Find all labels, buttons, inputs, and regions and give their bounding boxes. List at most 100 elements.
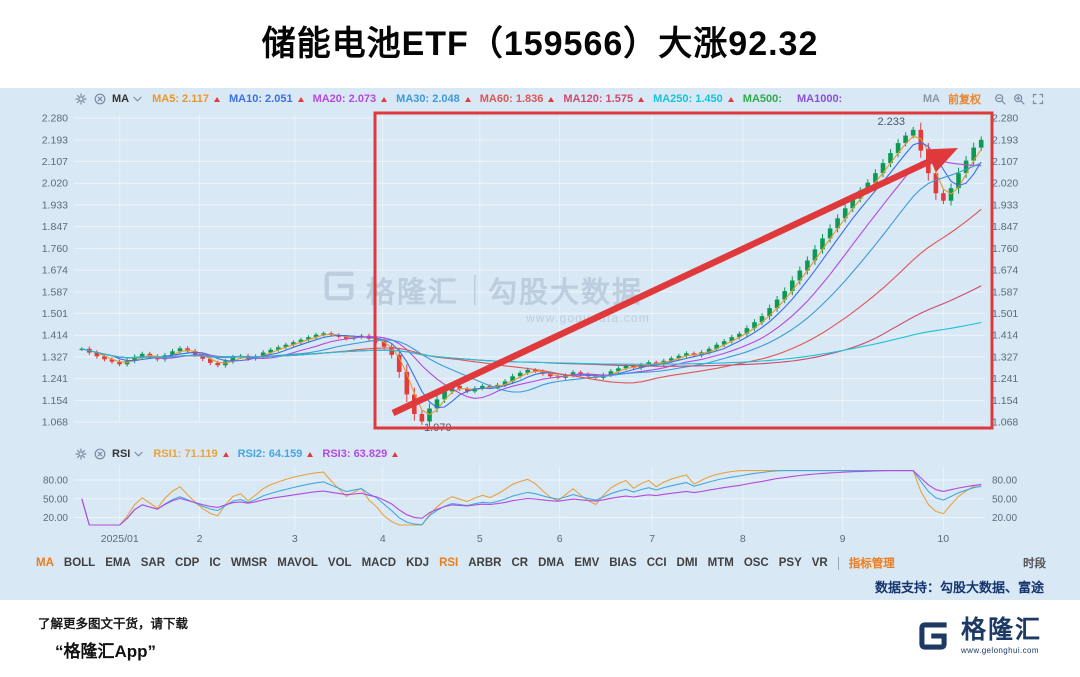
svg-text:1.327: 1.327: [992, 352, 1018, 364]
x-axis-label-4: 4: [379, 533, 386, 545]
tab-time-period[interactable]: 时段: [1023, 558, 1046, 570]
rsi-settings-icon[interactable]: [74, 447, 88, 461]
indicator-tab-DMI[interactable]: DMI: [676, 557, 698, 569]
svg-text:2.020: 2.020: [992, 178, 1018, 190]
indicator-tab-VR[interactable]: VR: [811, 557, 828, 569]
zoom-in-icon[interactable]: [1012, 92, 1026, 106]
rsi-indicator-dropdown[interactable]: RSI: [112, 448, 143, 460]
indicator-tab-BIAS[interactable]: BIAS: [609, 557, 637, 569]
settings-icon[interactable]: [74, 92, 88, 106]
svg-text:1.847: 1.847: [992, 221, 1018, 233]
indicator-tab-ARBR[interactable]: ARBR: [468, 557, 502, 569]
rsi-legend-rsi2: RSI2: 64.159: [237, 448, 303, 460]
svg-text:50.00: 50.00: [43, 494, 68, 505]
indicator-tab-PSY[interactable]: PSY: [778, 557, 802, 569]
gelonghui-logo: 格隆汇 www.gelonghui.com: [914, 617, 1042, 655]
x-axis-label-6: 6: [556, 533, 563, 545]
ma-legend-ma250: MA250: 1.450: [653, 93, 723, 105]
rsi-chart[interactable]: 80.00 80.00 50.00 50.00 20.00 20.00: [0, 464, 1080, 532]
svg-text:1.933: 1.933: [42, 200, 68, 212]
indicator-tab-WMSR[interactable]: WMSR: [230, 557, 268, 569]
indicator-tab-KDJ[interactable]: KDJ: [406, 557, 430, 569]
svg-text:1.154: 1.154: [42, 395, 68, 407]
indicator-tab-指标管理[interactable]: 指标管理: [848, 558, 895, 570]
indicator-tab-MAVOL[interactable]: MAVOL: [277, 557, 318, 569]
adjust-mode-button[interactable]: 前复权: [948, 94, 981, 106]
indicator-tab-IC[interactable]: IC: [209, 557, 221, 569]
svg-text:1.501: 1.501: [42, 308, 68, 320]
promo-text: 了解更多图文干货，请下载: [38, 617, 189, 631]
svg-text:1.933: 1.933: [992, 200, 1018, 212]
indicator-tab-MA[interactable]: MA: [36, 557, 54, 569]
indicator-tab-OSC[interactable]: OSC: [743, 557, 769, 569]
indicator-tab-CR[interactable]: CR: [511, 557, 529, 569]
svg-text:2.020: 2.020: [42, 178, 68, 190]
close-indicator-icon[interactable]: [93, 92, 107, 106]
indicator-tab-MACD[interactable]: MACD: [361, 557, 397, 569]
right-ma-label: MA: [922, 93, 940, 105]
x-axis-label-2025/01: 2025/01: [100, 533, 139, 545]
x-axis-labels: 2025/01 2 3 4 5 6 7 8 9 10: [0, 532, 1080, 548]
rsi-indicator-label: RSI: [112, 448, 131, 460]
svg-text:2.193: 2.193: [992, 134, 1018, 146]
up-triangle-icon: [638, 97, 645, 102]
svg-text:1.674: 1.674: [992, 265, 1018, 277]
indicator-tab-RSI[interactable]: RSI: [439, 557, 459, 569]
ma-legend-ma20: MA20: 2.073: [312, 93, 377, 105]
svg-text:1.847: 1.847: [42, 221, 68, 233]
indicator-tab-MTM[interactable]: MTM: [707, 557, 734, 569]
ma-legend-ma10: MA10: 2.051: [228, 93, 293, 105]
main-indicator-dropdown[interactable]: MA: [112, 93, 142, 105]
indicator-tab-EMV[interactable]: EMV: [574, 557, 600, 569]
svg-text:2.233: 2.233: [877, 116, 905, 128]
svg-text:1.241: 1.241: [42, 373, 68, 385]
svg-text:格隆汇: 格隆汇: [366, 276, 459, 309]
indicator-tab-CDP[interactable]: CDP: [175, 557, 200, 569]
up-triangle-icon: [213, 97, 220, 102]
rsi-close-icon[interactable]: [93, 447, 107, 461]
svg-text:2.280: 2.280: [42, 113, 68, 125]
chevron-down-icon: [133, 450, 143, 458]
rsi-legend-values: RSI1: 71.119 RSI2: 64.159 RSI3: 63.829: [153, 448, 407, 460]
gelonghui-logo-mark-icon: [919, 622, 947, 650]
chart-panel: MA MA5: 2.117 MA10: 2.051 MA20: 2.073 MA30:…: [0, 88, 1080, 600]
x-axis-label-8: 8: [739, 533, 746, 545]
svg-text:2.107: 2.107: [42, 156, 68, 168]
svg-text:50.00: 50.00: [992, 494, 1017, 505]
svg-text:1.068: 1.068: [992, 417, 1018, 429]
rsi-legend-rsi1: RSI1: 71.119: [153, 448, 218, 460]
svg-text:1.501: 1.501: [992, 308, 1018, 320]
svg-text:勾股大数据: 勾股大数据: [488, 276, 643, 309]
up-triangle-icon: [222, 452, 229, 457]
indicator-tab-VOL[interactable]: VOL: [327, 557, 352, 569]
chevron-down-icon: [132, 95, 142, 103]
gelonghui-logo-text: 格隆汇: [960, 615, 1042, 644]
ma-legend-ma1000: MA1000:: [796, 93, 843, 105]
svg-text:1.674: 1.674: [42, 265, 68, 277]
svg-text:20.00: 20.00: [43, 513, 68, 524]
indicator-tab-DMA[interactable]: DMA: [538, 557, 565, 569]
x-axis-label-3: 3: [291, 533, 298, 545]
indicator-tab-EMA[interactable]: EMA: [105, 557, 131, 569]
tabbar-divider: [837, 556, 839, 570]
x-axis-label-2: 2: [196, 533, 203, 545]
ma-legend-ma120: MA120: 1.575: [563, 93, 634, 105]
svg-text:2.107: 2.107: [992, 156, 1018, 168]
main-candlestick-chart[interactable]: 2.280 2.280 2.193 2.193 2.107 2.107 2.020 2.020…: [0, 110, 1080, 444]
indicator-tab-SAR[interactable]: SAR: [140, 557, 166, 569]
indicator-tab-BOLL[interactable]: BOLL: [63, 557, 96, 569]
svg-text:1.587: 1.587: [42, 286, 68, 298]
main-indicator-label: MA: [112, 93, 130, 105]
fullscreen-icon[interactable]: [1031, 92, 1045, 106]
up-triangle-icon: [307, 452, 314, 457]
up-triangle-icon: [548, 97, 555, 102]
ma-legend-values: MA5: 2.117 MA10: 2.051 MA20: 2.073 MA30: 2.…: [152, 93, 854, 105]
svg-text:1.760: 1.760: [992, 243, 1018, 255]
zoom-out-icon[interactable]: [993, 92, 1007, 106]
svg-text:1.068: 1.068: [42, 417, 68, 429]
x-axis-label-10: 10: [937, 533, 950, 545]
indicator-tab-CCI[interactable]: CCI: [646, 557, 667, 569]
rsi-toolbar: RSI RSI1: 71.119 RSI2: 64.159 RSI3: 63.829: [0, 444, 1080, 464]
svg-text:1.154: 1.154: [992, 395, 1018, 407]
promo-app-name: “格隆汇App”: [55, 642, 157, 661]
